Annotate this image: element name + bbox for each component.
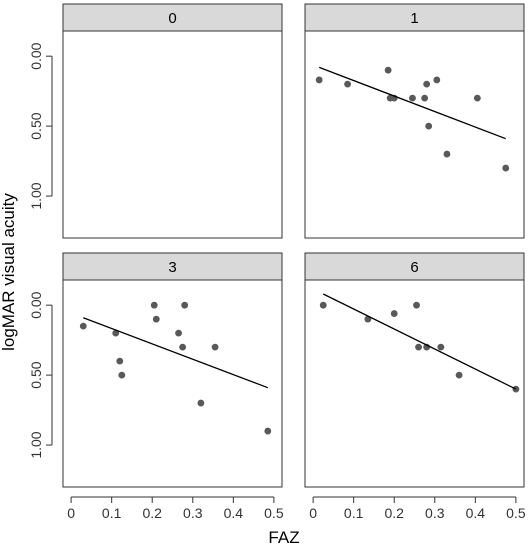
facet-strip bbox=[62, 252, 283, 281]
x-tick-label: 0.1 bbox=[102, 505, 122, 521]
x-axis-col-1: 0 0.1 0.2 0.3 0.4 0.5 bbox=[67, 496, 284, 521]
y-tick-label: 1.00 bbox=[28, 182, 44, 209]
data-point bbox=[179, 343, 187, 351]
x-axis-title: FAZ bbox=[268, 528, 299, 547]
y-tick-label: 0.50 bbox=[28, 112, 44, 139]
y-axis-row-1: 0.00 0.50 1.00 bbox=[28, 42, 53, 210]
data-point bbox=[116, 357, 124, 365]
facet-strip bbox=[62, 3, 283, 32]
facet-strip-label: 1 bbox=[410, 10, 418, 27]
x-tick-label: 0 bbox=[309, 505, 317, 521]
x-tick-label: 0.2 bbox=[384, 505, 404, 521]
panel-1: 1 bbox=[304, 3, 525, 239]
facet-strip bbox=[304, 252, 525, 281]
x-axis-col-2: 0 0.1 0.2 0.3 0.4 0.5 bbox=[309, 496, 526, 521]
y-tick-label: 0.00 bbox=[28, 42, 44, 69]
data-point bbox=[443, 150, 451, 158]
data-point bbox=[433, 76, 441, 84]
data-point bbox=[437, 343, 445, 351]
panel-frame bbox=[304, 30, 525, 239]
x-tick-label: 0.4 bbox=[224, 505, 244, 521]
facet-strip-label: 6 bbox=[410, 259, 418, 276]
x-tick-label: 0.5 bbox=[506, 505, 526, 521]
data-point bbox=[197, 399, 205, 407]
facet-strip-label: 3 bbox=[168, 259, 176, 276]
facet-strip bbox=[304, 3, 525, 32]
data-point bbox=[264, 427, 272, 435]
data-point bbox=[319, 301, 327, 309]
data-point bbox=[473, 94, 481, 102]
y-tick-label: 1.00 bbox=[28, 431, 44, 458]
x-tick-label: 0.5 bbox=[264, 505, 284, 521]
panels-layer: 0 1 3 6 bbox=[62, 3, 525, 488]
y-tick-label: 0.50 bbox=[28, 361, 44, 388]
x-tick-label: 0.1 bbox=[344, 505, 364, 521]
y-axis-title: logMAR visual acuity bbox=[0, 193, 18, 351]
y-tick-label: 0.00 bbox=[28, 291, 44, 318]
panel-frame bbox=[304, 279, 525, 488]
data-point bbox=[423, 80, 431, 88]
panel-frame bbox=[62, 279, 283, 488]
data-point bbox=[118, 371, 126, 379]
x-tick-label: 0 bbox=[67, 505, 75, 521]
regression-line bbox=[83, 317, 269, 389]
regression-line bbox=[318, 66, 506, 140]
x-tick-label: 0.4 bbox=[466, 505, 486, 521]
data-point bbox=[421, 94, 429, 102]
data-point bbox=[181, 301, 189, 309]
data-point bbox=[315, 76, 323, 84]
x-tick-label: 0.3 bbox=[425, 505, 445, 521]
data-point bbox=[150, 301, 158, 309]
panel-0: 0 bbox=[62, 3, 283, 239]
data-point bbox=[211, 343, 219, 351]
x-tick-label: 0.2 bbox=[142, 505, 162, 521]
data-point bbox=[415, 343, 422, 351]
data-point bbox=[384, 66, 392, 74]
data-point bbox=[425, 122, 433, 130]
data-point bbox=[409, 94, 416, 102]
axes-layer: 0.000.501.000.000.501.000 0.1 0.2 0.3 0.4 0.5… bbox=[28, 42, 526, 521]
data-point bbox=[455, 371, 463, 379]
data-point bbox=[413, 301, 420, 309]
data-point bbox=[344, 80, 351, 88]
panel-3: 3 bbox=[62, 252, 283, 488]
facet-strip-label: 0 bbox=[168, 10, 176, 27]
data-point bbox=[175, 329, 182, 337]
data-point bbox=[502, 164, 510, 172]
panel-6: 6 bbox=[304, 252, 525, 488]
data-point bbox=[112, 329, 120, 337]
data-point bbox=[152, 315, 160, 323]
data-point bbox=[79, 322, 87, 330]
x-tick-label: 0.3 bbox=[183, 505, 203, 521]
data-point bbox=[390, 310, 398, 317]
regression-line bbox=[322, 293, 517, 390]
panel-frame bbox=[62, 30, 283, 239]
y-axis-row-2: 0.00 0.50 1.00 bbox=[28, 291, 53, 459]
